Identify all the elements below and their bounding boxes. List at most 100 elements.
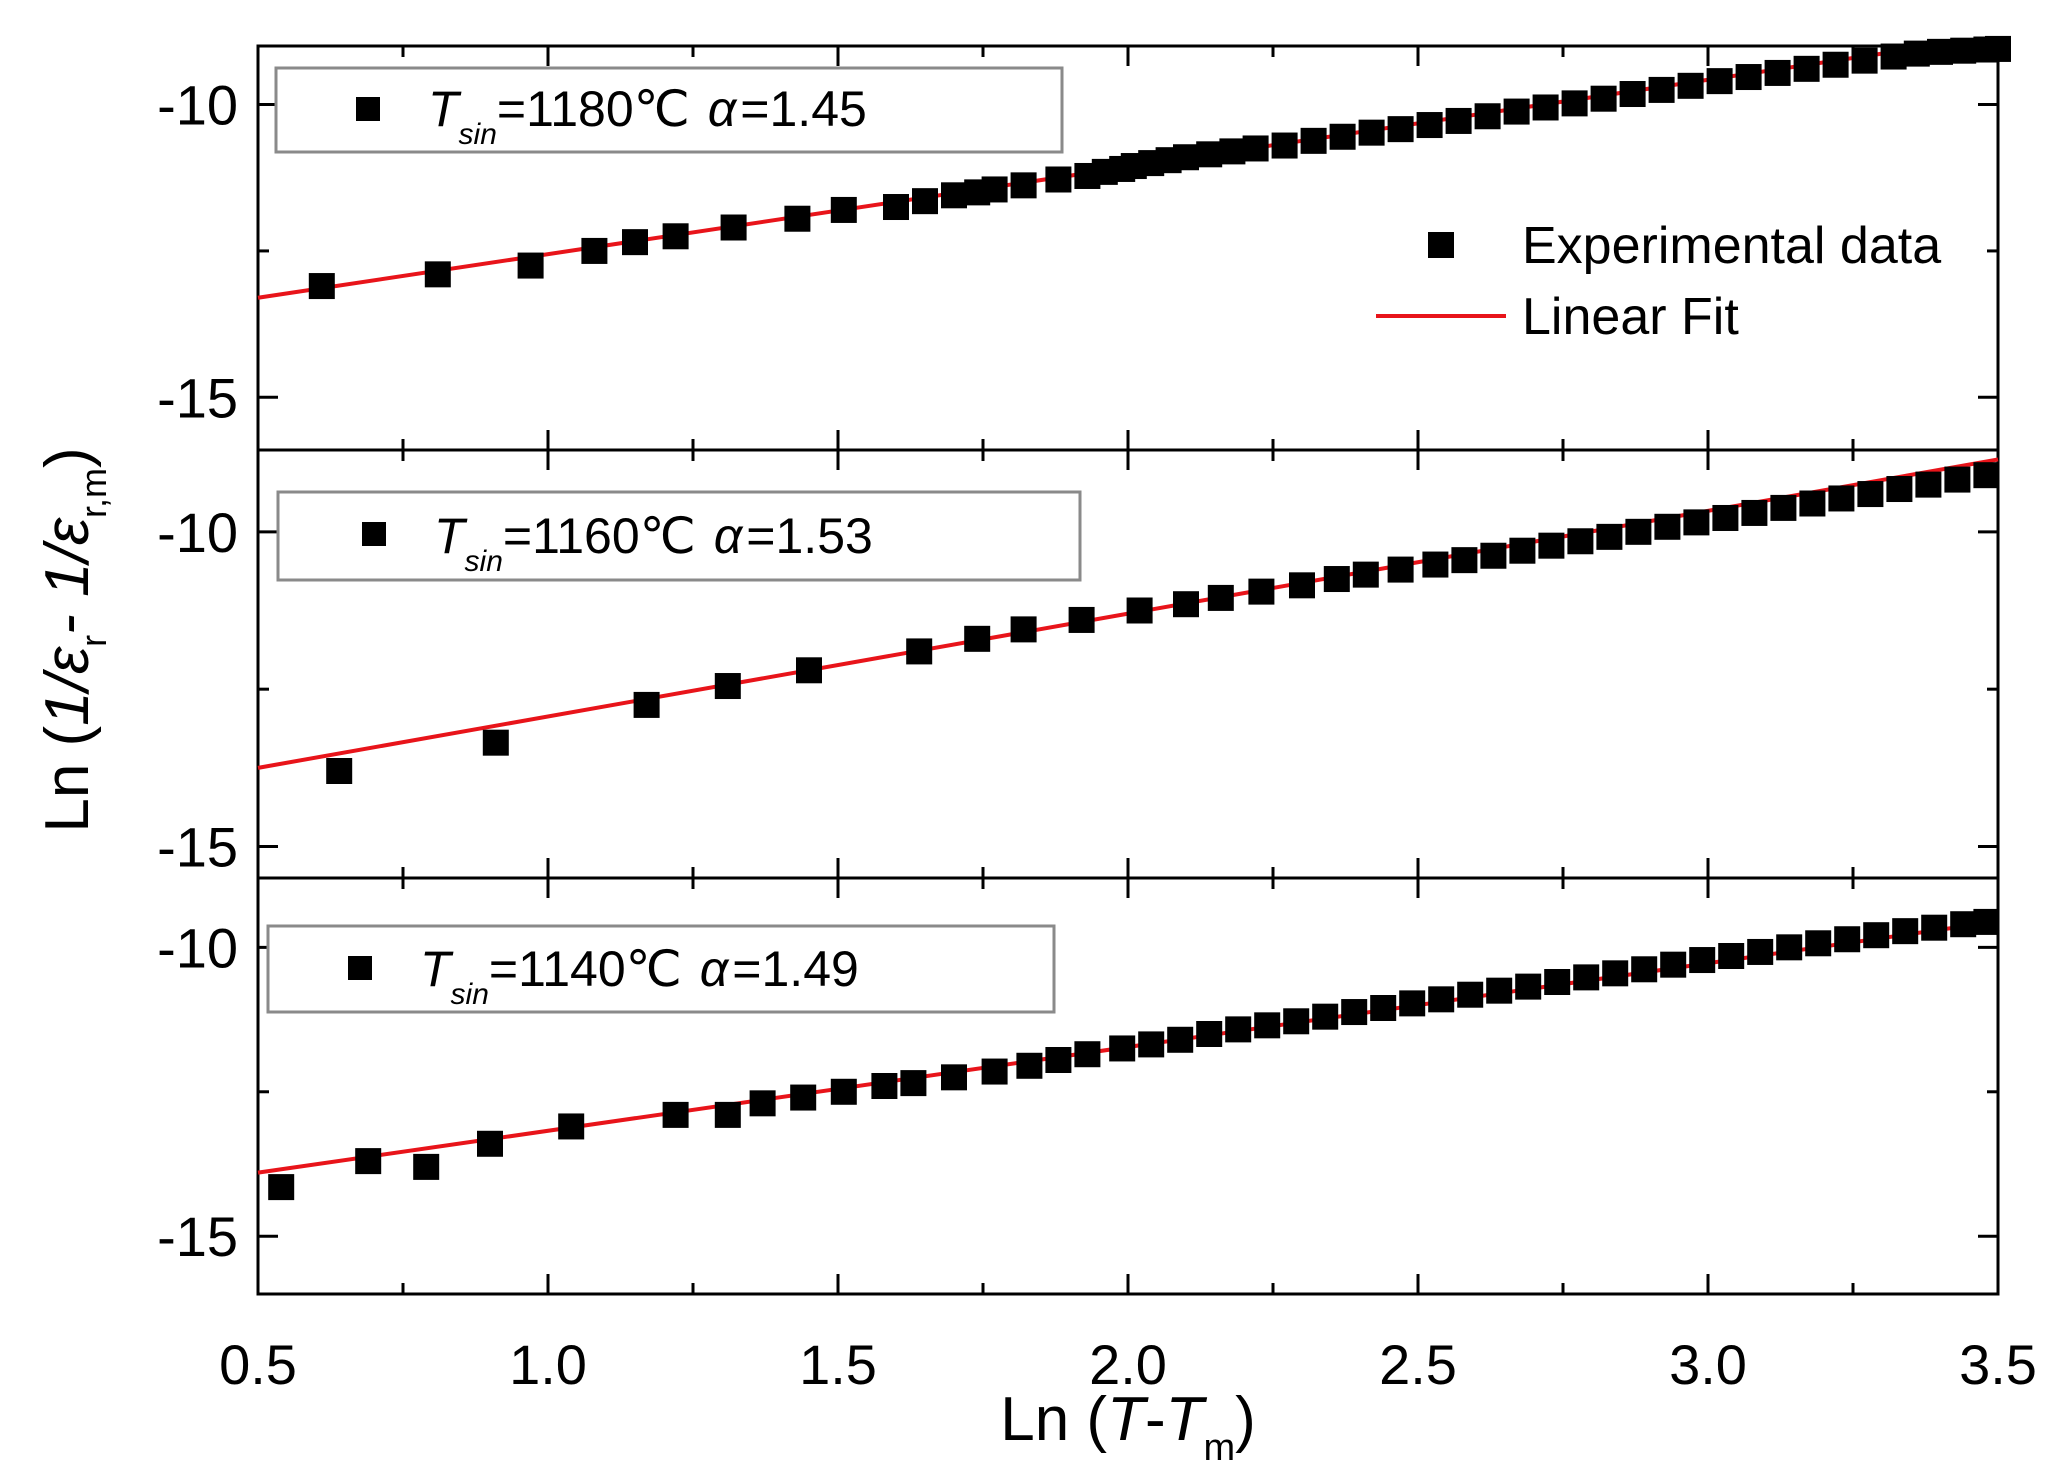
panel-1140-data-point xyxy=(1689,947,1716,974)
panel-1180-data-point xyxy=(830,196,857,223)
svg-text:Tsin=1180℃α=1.45: Tsin=1180℃ α=1.45 xyxy=(428,81,867,151)
x-tick-label: 3.0 xyxy=(1669,1333,1747,1396)
panel-1180-data-point xyxy=(1706,68,1733,95)
panel-1140-data-point xyxy=(558,1113,585,1140)
legend-marker-experimental xyxy=(1428,232,1454,258)
panel-1140-data-point xyxy=(749,1090,776,1117)
panel-1160-label-T: T xyxy=(434,508,468,564)
panel-1140-data-point xyxy=(1457,981,1484,1008)
panel-1180-label-marker xyxy=(356,97,380,121)
panel-1160-data-point xyxy=(1944,466,1971,493)
panel-1180-data-point xyxy=(1677,72,1704,99)
panel-1180-data-point xyxy=(1271,132,1298,159)
panel-1180-data-point xyxy=(1619,81,1646,108)
panel-1160-data-point xyxy=(1567,528,1594,555)
panel-1140-data-point xyxy=(1950,911,1977,938)
panel-1160-data-point xyxy=(1248,578,1275,605)
panel-1180-data-point xyxy=(981,176,1008,203)
panel-1140-data-point xyxy=(1631,956,1658,983)
panel-1140-data-point xyxy=(714,1101,741,1128)
panel-1180-data-point xyxy=(1648,76,1675,103)
panel-1160-data-point xyxy=(1770,494,1797,521)
panel-1180-y-tick-label: -15 xyxy=(157,366,238,429)
panel-1180-data-point xyxy=(517,252,544,279)
panel-1160-data-point xyxy=(1126,597,1153,624)
panel-1140-data-point xyxy=(1776,934,1803,961)
panel-1180-data-point xyxy=(1851,47,1878,74)
panel-1160-data-point xyxy=(1323,566,1350,593)
panel-1180-y-tick-label: -10 xyxy=(157,74,238,137)
panel-1180-data-point xyxy=(720,214,747,241)
panel-1140-data-point xyxy=(1602,960,1629,987)
panel-1140-data-point xyxy=(1138,1031,1165,1058)
panel-1180-data-point xyxy=(1880,43,1907,70)
panel-1160-label-sub: sin xyxy=(465,545,503,578)
panel-1160-data-point xyxy=(964,625,991,652)
panel-1140-data-point xyxy=(1016,1052,1043,1079)
panel-1160-data-point xyxy=(1741,499,1768,526)
panel-1180-data-point xyxy=(1532,94,1559,121)
panel-1140-label-box: Tsin=1140℃ α=1.49 xyxy=(266,924,1056,1014)
panel-1140-data-point xyxy=(941,1064,967,1091)
panel-1140-data-point xyxy=(1312,1003,1339,1030)
panel-1180-data-point xyxy=(1300,127,1327,154)
panel-1140-label-alpha: α xyxy=(700,941,730,997)
panel-1140-label-alpha-value: =1.49 xyxy=(732,941,859,997)
panel-1180-data-point xyxy=(883,194,909,221)
panel-1140-data-point xyxy=(830,1078,857,1105)
panel-1180-data-point xyxy=(1387,116,1414,143)
panel-1140-data-point xyxy=(1973,908,2000,935)
panel-1140-data-point xyxy=(900,1070,927,1097)
panel-1180-data-point xyxy=(1219,138,1246,165)
panel-1140-data-point xyxy=(981,1058,1008,1085)
panel-1180-data-point xyxy=(1561,90,1588,117)
panel-1180-data-point xyxy=(1474,103,1501,130)
panel-1180-label-alpha-value: =1.45 xyxy=(740,81,867,137)
panel-1140-data-point xyxy=(1805,930,1832,957)
panel-1160-data-point xyxy=(1857,481,1884,508)
panel-1180-data-point xyxy=(1793,55,1820,82)
panel-1140-data-point xyxy=(1747,938,1774,965)
panel-1180-data-point xyxy=(581,237,608,264)
legend: Experimental data Linear Fit xyxy=(1376,217,1941,346)
panel-1140-data-point xyxy=(268,1174,295,1201)
panel-1160-data-point xyxy=(1068,606,1095,633)
panel-1180-data-point xyxy=(308,273,335,300)
panel-1140-data-point xyxy=(871,1073,898,1099)
y-axis-title-eps2: ε xyxy=(33,517,102,545)
panel-1160-data-point xyxy=(1173,591,1199,618)
panel-1140-data-point xyxy=(1718,943,1745,969)
legend-label-experimental: Experimental data xyxy=(1522,217,1941,275)
x-axis-title-dash: - xyxy=(1145,1385,1166,1454)
panel-1160-data-point xyxy=(1973,462,2000,489)
panel-1160-data-point xyxy=(796,657,822,684)
panel-1140-label-sub: sin xyxy=(451,978,489,1011)
panel-1140-data-point xyxy=(1370,995,1397,1021)
panel-1140-data-point xyxy=(1225,1016,1252,1043)
y-axis-title-suffix: ) xyxy=(33,447,102,468)
panel-1180-data-point xyxy=(1590,85,1617,112)
panel-1160-data-point xyxy=(1509,537,1536,564)
panel-1180-label-sub: sin xyxy=(459,118,497,151)
y-axis-title-prefix: Ln ( xyxy=(33,725,102,832)
panel-1180-data-point xyxy=(1196,141,1223,168)
panel-1160-label-box: Tsin=1160℃ α=1.53 xyxy=(276,490,1082,582)
panel-1140-data-point xyxy=(790,1084,817,1111)
y-axis-title-one1: 1/ xyxy=(33,668,102,725)
panel-1180-data-point xyxy=(622,229,648,256)
panel-1160-data-point xyxy=(1010,616,1037,643)
panel-1140-data-point xyxy=(1254,1012,1281,1039)
panel-1160-y-tick-label: -15 xyxy=(157,816,238,879)
panel-1160-data-point xyxy=(326,758,353,784)
panel-1140-data-point xyxy=(1399,990,1426,1017)
panel-1180-data-point xyxy=(1358,119,1385,146)
panel-1140: -10 -15 Tsin=1140℃ α=1.49 xyxy=(157,876,2000,1296)
panel-1140-data-point xyxy=(1428,986,1455,1013)
panel-1140-data-point xyxy=(1544,969,1571,995)
panel-1140-data-point xyxy=(1921,914,1948,941)
y-axis-title-eps1: ε xyxy=(33,646,102,674)
panel-1160-label-marker xyxy=(362,522,386,546)
panel-1140-data-point xyxy=(1660,951,1687,978)
panel-1180-label-box: Tsin=1180℃ α=1.45 xyxy=(274,66,1064,154)
panel-1140-data-point xyxy=(1283,1008,1310,1035)
